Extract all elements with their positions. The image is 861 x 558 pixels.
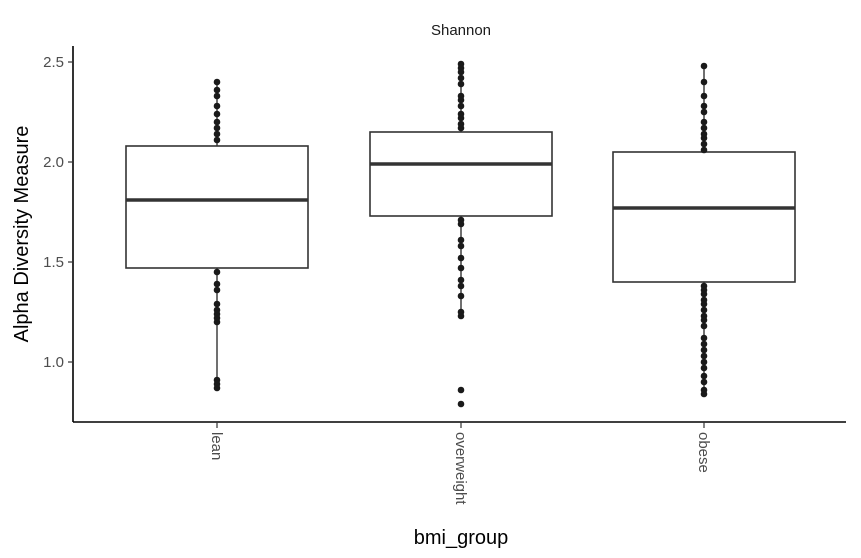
- data-point: [457, 282, 465, 290]
- box-iqr: [369, 131, 553, 217]
- data-point: [457, 308, 465, 316]
- plot-area: [125, 60, 796, 408]
- data-point: [700, 102, 708, 110]
- data-point: [213, 306, 221, 314]
- data-point: [213, 92, 221, 100]
- data-point: [700, 296, 708, 304]
- data-point: [213, 136, 221, 144]
- data-point: [700, 92, 708, 100]
- box-group-overweight: [369, 60, 553, 408]
- data-point: [700, 346, 708, 354]
- data-point: [457, 264, 465, 272]
- y-tick-label: 2.0: [43, 154, 64, 171]
- data-point: [700, 62, 708, 70]
- data-point: [700, 140, 708, 148]
- data-point: [457, 242, 465, 250]
- data-point: [213, 300, 221, 308]
- data-point: [700, 352, 708, 360]
- data-point: [700, 124, 708, 132]
- data-point: [213, 78, 221, 86]
- data-point: [457, 74, 465, 82]
- box-iqr: [125, 145, 309, 269]
- y-tick-label: 1.5: [43, 254, 64, 271]
- data-point: [213, 102, 221, 110]
- chart-title: Shannon: [431, 22, 491, 39]
- x-tick-label-overweight: overweight: [452, 432, 469, 505]
- data-point: [700, 108, 708, 116]
- data-point: [700, 306, 708, 314]
- data-point: [457, 60, 465, 68]
- x-axis-title: bmi_group: [414, 527, 509, 549]
- data-point: [457, 110, 465, 118]
- data-point: [457, 386, 465, 394]
- y-tick-label: 2.5: [43, 54, 64, 71]
- box-group-obese: [612, 62, 796, 398]
- box-iqr: [612, 151, 796, 283]
- data-point: [457, 254, 465, 262]
- data-point: [700, 78, 708, 86]
- data-point: [457, 216, 465, 224]
- data-point: [700, 358, 708, 366]
- data-point: [700, 130, 708, 138]
- y-axis-ticks: 1.0 1.5 2.0 2.5: [43, 54, 73, 371]
- data-point: [213, 118, 221, 126]
- data-point: [213, 286, 221, 294]
- data-point: [213, 280, 221, 288]
- data-point: [213, 86, 221, 94]
- data-point: [213, 124, 221, 132]
- data-point: [700, 146, 708, 154]
- box-group-lean: [125, 78, 309, 392]
- data-point: [700, 386, 708, 394]
- data-point: [213, 110, 221, 118]
- x-tick-label-obese: obese: [695, 432, 712, 473]
- x-axis-ticks: lean overweight obese: [208, 422, 712, 505]
- data-point: [700, 282, 708, 290]
- data-point: [700, 334, 708, 342]
- data-point: [700, 340, 708, 348]
- data-point: [700, 118, 708, 126]
- data-point: [457, 102, 465, 110]
- data-point: [457, 236, 465, 244]
- data-point: [457, 276, 465, 284]
- data-point: [457, 400, 465, 408]
- data-point: [700, 364, 708, 372]
- data-point: [700, 312, 708, 320]
- data-point: [457, 292, 465, 300]
- data-point: [700, 378, 708, 386]
- data-point: [213, 376, 221, 384]
- x-tick-label-lean: lean: [208, 432, 225, 460]
- data-point: [700, 322, 708, 330]
- y-tick-label: 1.0: [43, 354, 64, 371]
- data-point: [213, 268, 221, 276]
- data-point: [457, 80, 465, 88]
- data-point: [457, 92, 465, 100]
- data-point: [457, 120, 465, 128]
- y-axis-title: Alpha Diversity Measure: [11, 126, 33, 343]
- data-point: [213, 130, 221, 138]
- data-point: [700, 372, 708, 380]
